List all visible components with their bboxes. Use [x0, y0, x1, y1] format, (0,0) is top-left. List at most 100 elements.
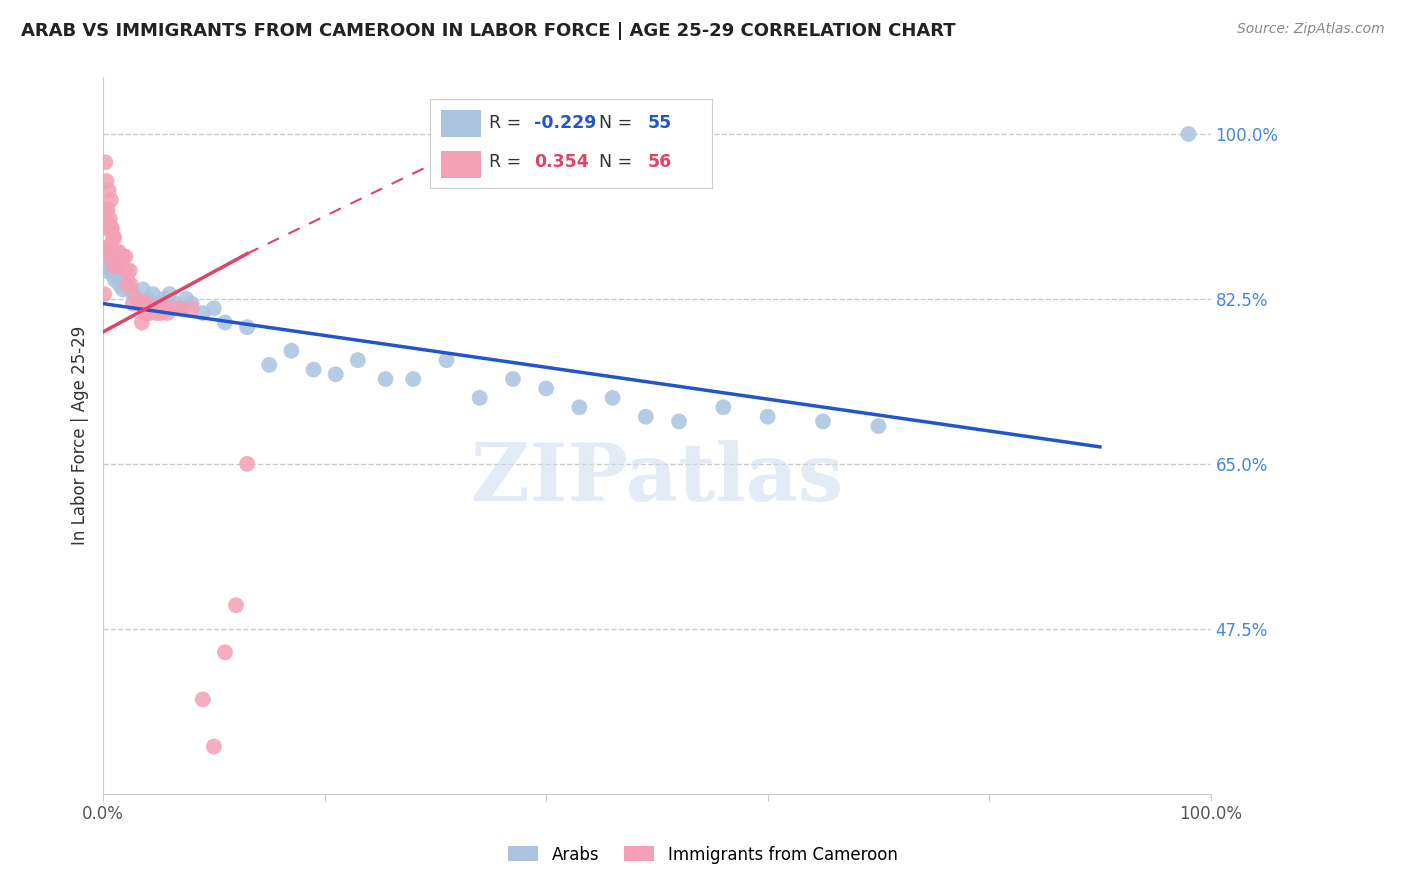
- Point: [114, 277, 136, 292]
- Point: [138, 306, 160, 320]
- Point: [112, 250, 135, 264]
- Point: [136, 292, 159, 306]
- Point: [174, 292, 197, 306]
- Point: [153, 292, 176, 306]
- Point: [98, 211, 121, 226]
- Text: ARAB VS IMMIGRANTS FROM CAMEROON IN LABOR FORCE | AGE 25-29 CORRELATION CHART: ARAB VS IMMIGRANTS FROM CAMEROON IN LABO…: [21, 22, 956, 40]
- Point: [96, 174, 118, 188]
- Point: [100, 221, 122, 235]
- Point: [402, 372, 425, 386]
- Point: [118, 263, 141, 277]
- Text: Source: ZipAtlas.com: Source: ZipAtlas.com: [1237, 22, 1385, 37]
- Point: [110, 273, 132, 287]
- Point: [142, 287, 165, 301]
- Point: [156, 306, 179, 320]
- Point: [1177, 127, 1199, 141]
- Point: [96, 221, 118, 235]
- Point: [104, 259, 127, 273]
- Point: [436, 353, 458, 368]
- Point: [100, 263, 122, 277]
- Point: [634, 409, 657, 424]
- Point: [108, 277, 131, 292]
- Point: [225, 598, 247, 612]
- Point: [169, 301, 191, 316]
- Point: [101, 230, 124, 244]
- Point: [107, 268, 129, 283]
- Point: [136, 296, 159, 310]
- Point: [120, 277, 142, 292]
- Point: [93, 287, 115, 301]
- Point: [214, 316, 236, 330]
- Point: [98, 254, 121, 268]
- Point: [94, 263, 117, 277]
- Point: [711, 401, 734, 415]
- Point: [97, 184, 120, 198]
- Point: [107, 244, 129, 259]
- Legend: Arabs, Immigrants from Cameroon: Arabs, Immigrants from Cameroon: [502, 839, 904, 871]
- Point: [122, 287, 145, 301]
- Point: [568, 401, 591, 415]
- Point: [96, 244, 118, 259]
- Point: [202, 301, 225, 316]
- Point: [668, 414, 690, 428]
- Point: [236, 457, 259, 471]
- Point: [94, 155, 117, 169]
- Point: [98, 240, 121, 254]
- Point: [97, 250, 120, 264]
- Point: [101, 250, 124, 264]
- Point: [97, 259, 120, 273]
- Point: [125, 292, 148, 306]
- Point: [101, 221, 124, 235]
- Point: [191, 692, 214, 706]
- Point: [101, 268, 124, 283]
- Point: [202, 739, 225, 754]
- Point: [180, 301, 202, 316]
- Point: [280, 343, 302, 358]
- Point: [811, 414, 834, 428]
- Point: [132, 283, 155, 297]
- Point: [165, 301, 187, 316]
- Point: [101, 250, 124, 264]
- Point: [132, 296, 155, 310]
- Point: [128, 296, 150, 310]
- Point: [756, 409, 779, 424]
- Point: [114, 250, 136, 264]
- Point: [374, 372, 396, 386]
- Point: [148, 301, 170, 316]
- Point: [117, 277, 139, 292]
- Point: [111, 250, 134, 264]
- Point: [602, 391, 624, 405]
- Point: [259, 358, 281, 372]
- Point: [103, 230, 125, 244]
- Point: [103, 259, 125, 273]
- Point: [108, 250, 131, 264]
- Point: [97, 217, 120, 231]
- Point: [110, 250, 132, 264]
- Point: [97, 240, 120, 254]
- Point: [868, 419, 890, 434]
- Point: [112, 283, 135, 297]
- Point: [100, 250, 122, 264]
- Point: [115, 263, 138, 277]
- Point: [159, 301, 181, 316]
- Point: [105, 250, 128, 264]
- Point: [191, 306, 214, 320]
- Point: [468, 391, 491, 405]
- Point: [169, 301, 191, 316]
- Point: [148, 296, 170, 310]
- Point: [142, 301, 165, 316]
- Point: [125, 292, 148, 306]
- Point: [149, 306, 172, 320]
- Point: [100, 193, 122, 207]
- Text: ZIPatlas: ZIPatlas: [471, 440, 844, 517]
- Point: [325, 368, 347, 382]
- Point: [122, 296, 145, 310]
- Point: [534, 381, 557, 395]
- Point: [94, 202, 117, 217]
- Point: [145, 306, 167, 320]
- Point: [347, 353, 370, 368]
- Point: [101, 259, 124, 273]
- Point: [97, 202, 120, 217]
- Point: [117, 273, 139, 287]
- Point: [302, 362, 325, 376]
